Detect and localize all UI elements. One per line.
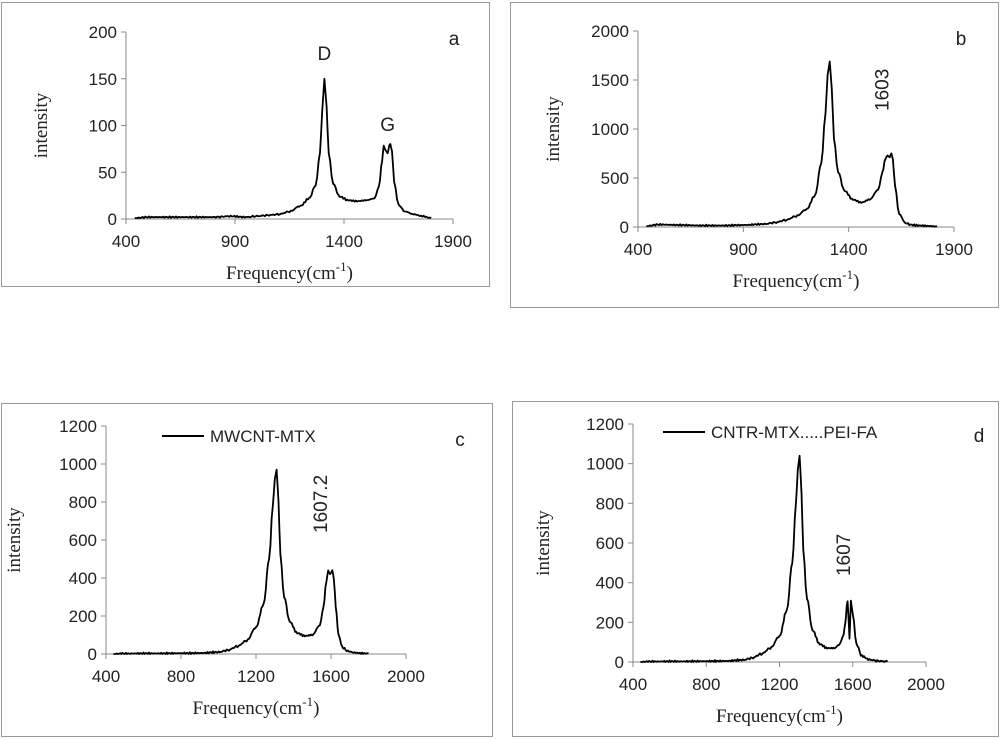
y-tick-label: 400 [69, 569, 97, 588]
x-tick-label: 900 [729, 240, 757, 259]
y-tick-label: 200 [69, 607, 97, 626]
panel-label: c [455, 430, 465, 451]
x-axis-title: Frequency(cm-1) [193, 694, 320, 719]
peak-annotation: 1607 [834, 534, 855, 576]
x-tick-label: 2000 [907, 675, 945, 694]
spectrum-line [134, 77, 432, 219]
chart-b-svg: 0 500 1000 1500 2000 400 900 1400 1900 Frequency(… [543, 22, 973, 292]
chart-panel-b: 0 500 1000 1500 2000 400 900 1400 1900 Frequency(… [510, 2, 999, 308]
spectrum-line [113, 468, 369, 655]
x-tick-label: 400 [112, 232, 140, 251]
peak-annotation: 1603 [873, 69, 894, 111]
y-tick-label: 600 [69, 531, 97, 550]
y-tick-label: 0 [620, 218, 629, 237]
y-axis-title: intensity [31, 92, 52, 158]
y-tick-label: 600 [596, 534, 624, 553]
x-tick-label: 900 [221, 232, 249, 251]
spectrum-line [640, 454, 889, 663]
y-tick-label: 800 [596, 494, 624, 513]
y-tick-label: 400 [596, 574, 624, 593]
x-tick-label: 1200 [761, 675, 799, 694]
y-tick-label: 200 [89, 23, 117, 42]
x-tick-label: 800 [692, 675, 720, 694]
spectrum-line [646, 60, 938, 228]
x-tick-label: 400 [92, 667, 120, 686]
y-tick-label: 500 [601, 169, 629, 188]
chart-panel-c: 0 200 400 600 800 1000 1200 400 800 1200 1600 2000 F… [1, 403, 493, 737]
y-tick-label: 0 [615, 653, 624, 672]
y-tick-label: 1000 [586, 455, 624, 474]
peak-annotation: G [380, 115, 395, 136]
y-tick-label: 150 [89, 70, 117, 89]
panel-label: d [974, 426, 985, 447]
y-tick-label: 0 [88, 645, 97, 664]
x-tick-label: 1600 [312, 667, 350, 686]
y-tick-label: 1000 [59, 455, 97, 474]
y-tick-label: 1000 [591, 120, 629, 139]
x-tick-label: 800 [167, 667, 195, 686]
y-tick-label: 50 [98, 163, 117, 182]
legend-label: MWCNT-MTX [210, 427, 316, 446]
chart-a-svg: 0 50 100 150 200 400 900 1400 1900 Frequency(cm-1… [31, 23, 472, 284]
x-axis-title: Frequency(cm-1) [733, 267, 860, 292]
y-tick-label: 1200 [59, 417, 97, 436]
peak-annotation: 1607.2 [311, 475, 332, 533]
y-tick-label: 1200 [586, 415, 624, 434]
x-tick-label: 400 [619, 675, 647, 694]
y-tick-label: 800 [69, 493, 97, 512]
chart-panel-d: 0 200 400 600 800 1000 1200 400 800 1200 1600 2000 F… [512, 401, 999, 737]
x-tick-label: 1400 [830, 240, 868, 259]
x-tick-label: 1200 [237, 667, 275, 686]
x-tick-label: 1400 [325, 232, 363, 251]
chart-c-svg: 0 200 400 600 800 1000 1200 400 800 1200 1600 2000 F… [4, 417, 465, 719]
panel-label: b [956, 29, 967, 50]
y-axis-title: intensity [4, 507, 25, 573]
x-axis-title: Frequency(cm-1) [226, 259, 353, 284]
chart-panel-a: 0 50 100 150 200 400 900 1400 1900 Frequency(cm-1… [1, 2, 490, 287]
x-tick-label: 2000 [387, 667, 425, 686]
x-axis-title: Frequency(cm-1) [716, 702, 843, 727]
y-tick-label: 1500 [591, 71, 629, 90]
y-axis-title: intensity [543, 96, 564, 162]
y-axis-title: intensity [533, 510, 554, 576]
y-tick-label: 100 [89, 117, 117, 136]
x-tick-label: 400 [624, 240, 652, 259]
legend-label: CNTR-MTX.....PEI-FA [711, 423, 878, 442]
peak-annotation: D [318, 44, 332, 65]
panel-label: a [449, 29, 460, 50]
y-tick-label: 0 [108, 210, 117, 229]
y-tick-label: 2000 [591, 22, 629, 41]
y-tick-label: 200 [596, 613, 624, 632]
x-tick-label: 1900 [935, 240, 973, 259]
x-tick-label: 1900 [434, 232, 472, 251]
x-tick-label: 1600 [834, 675, 872, 694]
chart-d-svg: 0 200 400 600 800 1000 1200 400 800 1200 1600 2000 F… [533, 415, 985, 727]
